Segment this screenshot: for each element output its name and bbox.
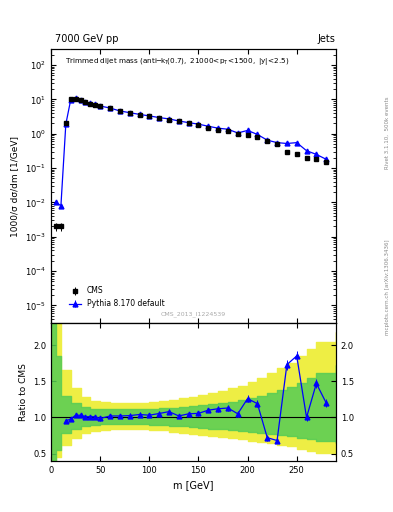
- Text: CMS_2013_I1224539: CMS_2013_I1224539: [161, 311, 226, 316]
- Legend: CMS, Pythia 8.170 default: CMS, Pythia 8.170 default: [66, 284, 168, 311]
- Y-axis label: Ratio to CMS: Ratio to CMS: [18, 363, 28, 421]
- Text: Trimmed dijet mass $\mathregular{(anti\!\!-\!\!k_T\!(0.7),\ 21000\!<\!p_T\!<\!15: Trimmed dijet mass $\mathregular{(anti\!…: [65, 55, 290, 67]
- Text: mcplots.cern.ch [arXiv:1306.3436]: mcplots.cern.ch [arXiv:1306.3436]: [385, 239, 389, 334]
- Text: Rivet 3.1.10,  500k events: Rivet 3.1.10, 500k events: [385, 97, 389, 169]
- Text: Jets: Jets: [318, 33, 336, 44]
- X-axis label: m [GeV]: m [GeV]: [173, 480, 214, 490]
- Text: 7000 GeV pp: 7000 GeV pp: [55, 33, 119, 44]
- Y-axis label: 1000/σ dσ/dm [1/GeV]: 1000/σ dσ/dm [1/GeV]: [11, 136, 20, 237]
